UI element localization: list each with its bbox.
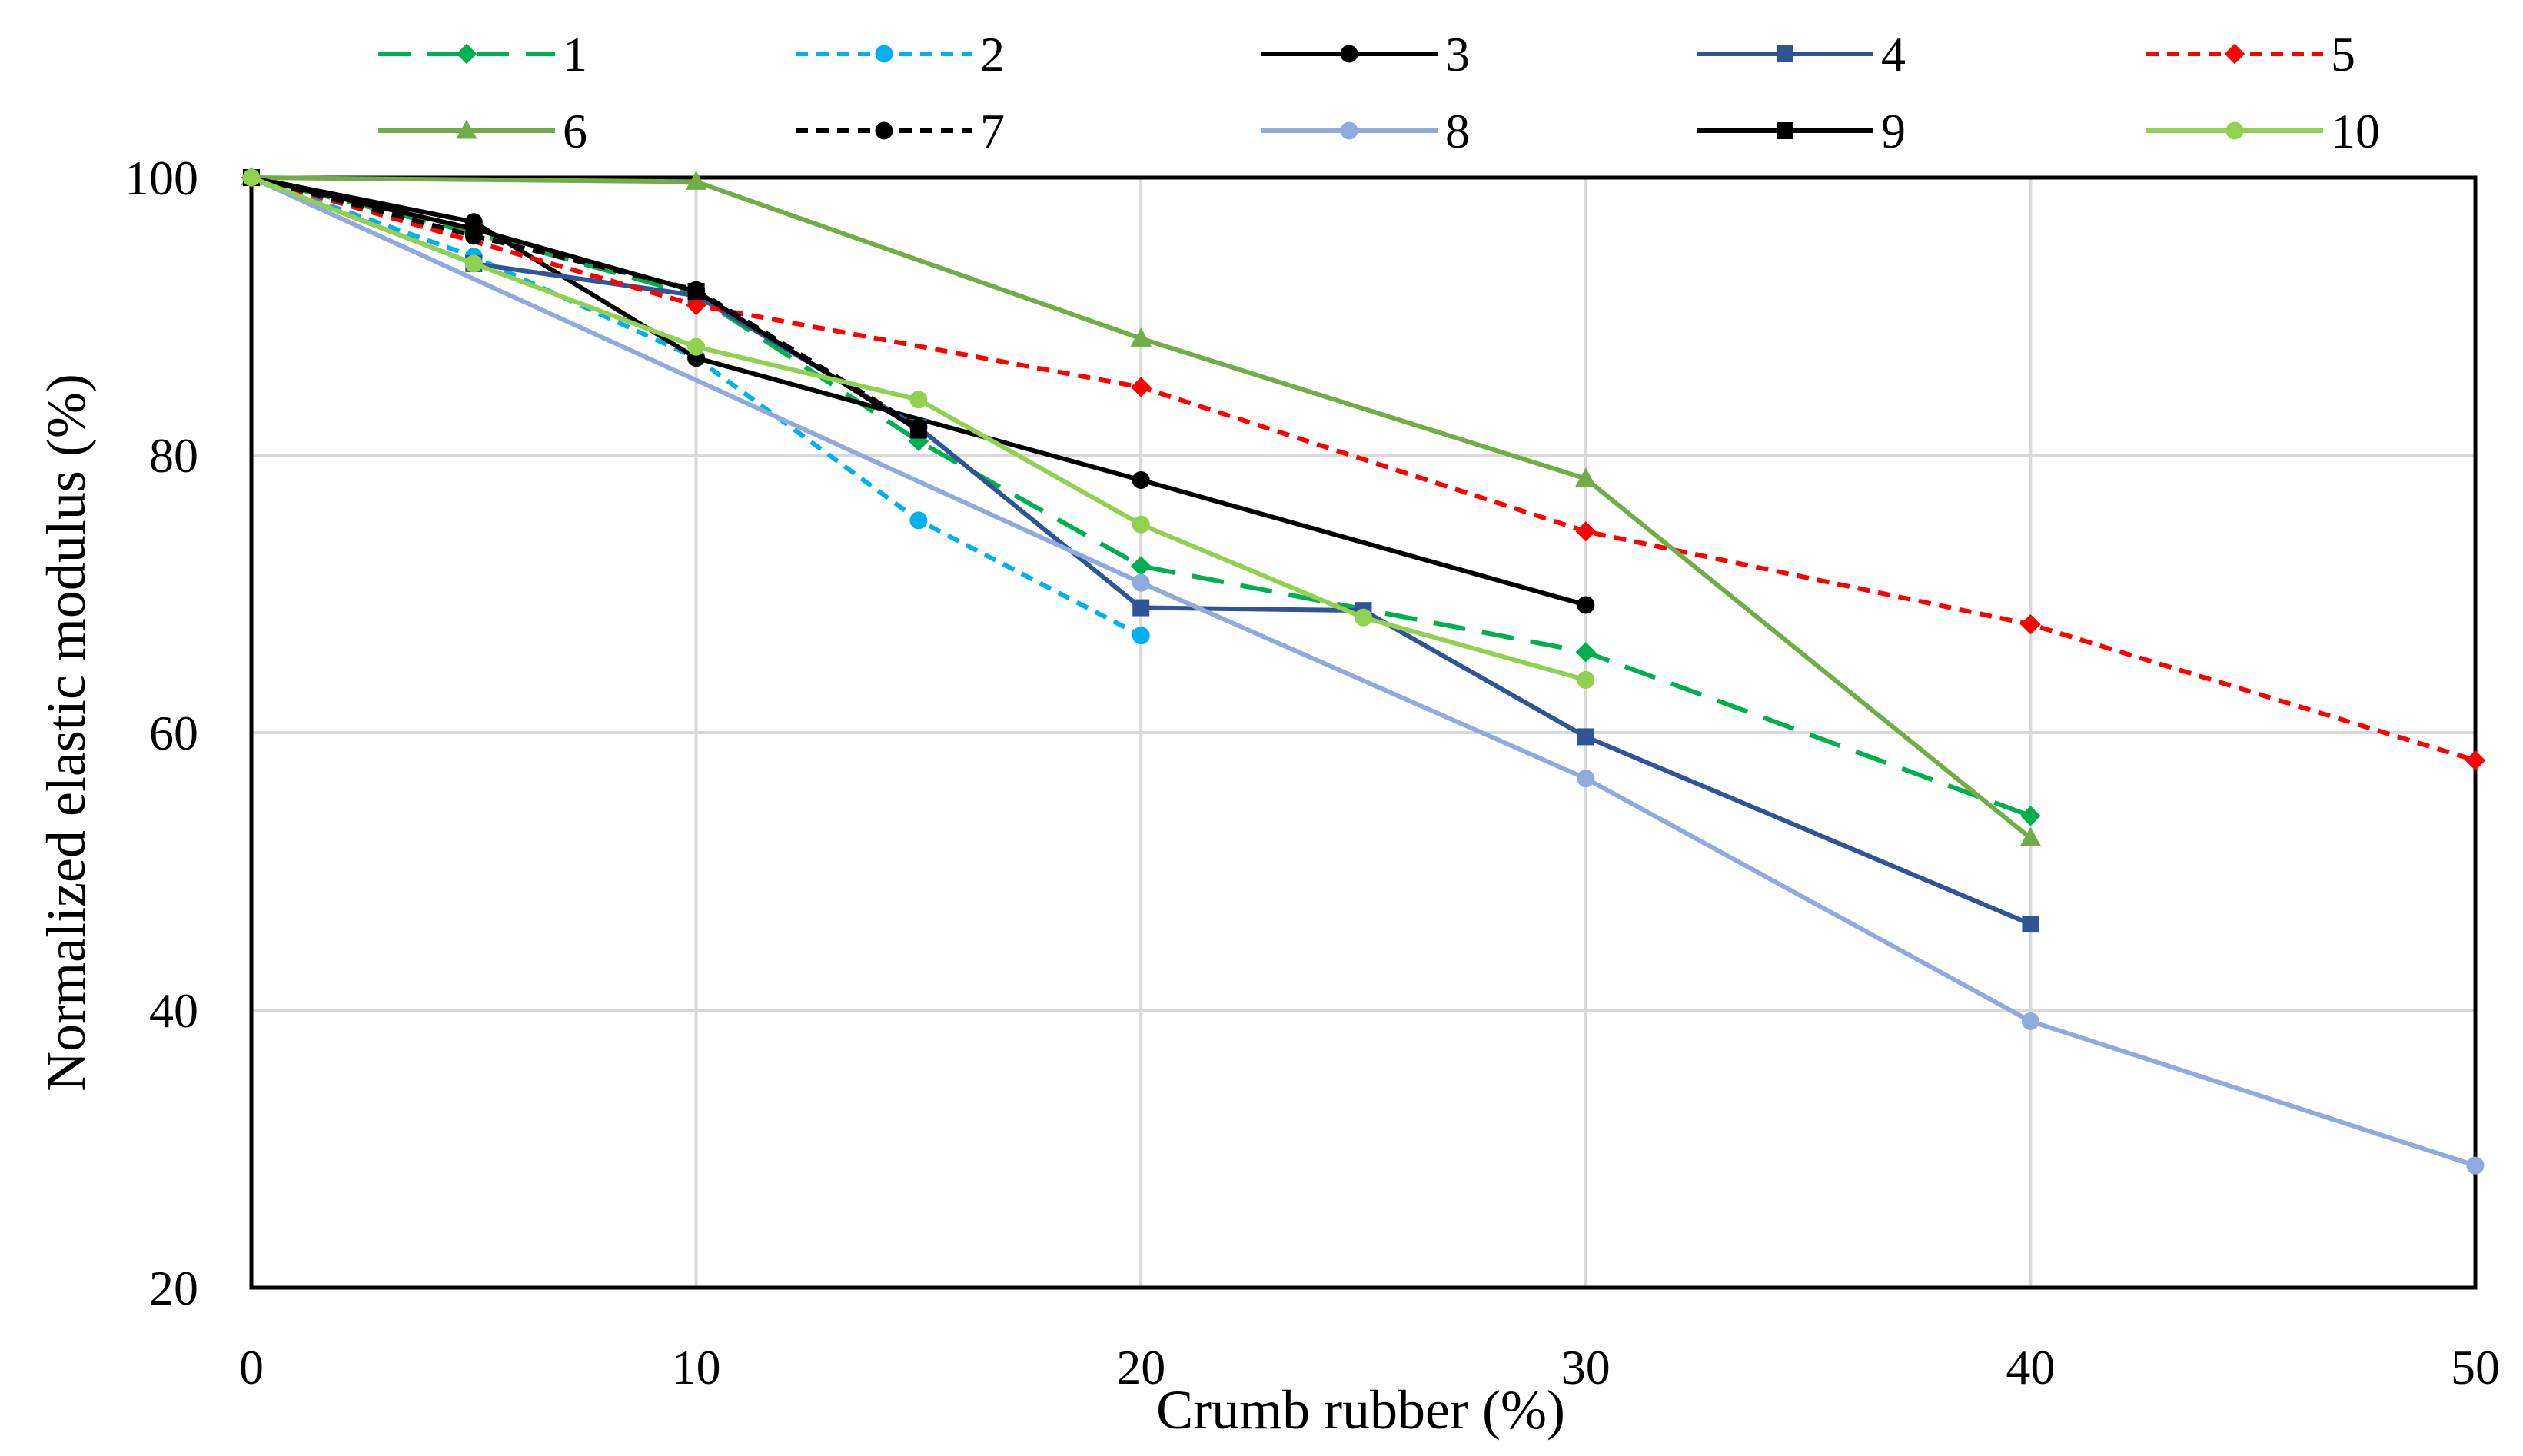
legend-marker [875, 45, 893, 63]
data-point [242, 168, 261, 187]
y-tick-label: 20 [149, 1261, 198, 1315]
data-point [2466, 1156, 2485, 1175]
y-tick-label: 100 [125, 151, 198, 205]
data-point [1132, 515, 1150, 534]
data-point [1131, 556, 1152, 577]
legend-label: 8 [1445, 104, 1470, 158]
data-point [687, 283, 705, 301]
legend-label: 1 [563, 27, 587, 81]
series-line-5 [251, 175, 2476, 763]
legend-item-8: 8 [1261, 104, 1470, 158]
data-point [2020, 806, 2041, 826]
x-tick-label: 40 [2006, 1340, 2055, 1395]
x-axis-ticks: 0 10 20 30 40 50 [239, 1340, 2500, 1395]
data-point [2019, 826, 2042, 846]
legend-label: 10 [2331, 104, 2380, 158]
legend-item-6: 6 [378, 104, 587, 158]
data-point [1577, 596, 1595, 614]
y-axis-ticks: 20 40 60 80 100 [125, 151, 198, 1315]
y-axis-title: Normalized elastic modulus (%) [35, 374, 97, 1092]
data-point [2020, 614, 2041, 635]
legend-marker [1340, 121, 1358, 140]
legend-marker [2224, 43, 2245, 65]
data-point [2465, 750, 2486, 771]
data-point [1575, 642, 1596, 663]
legend: 1 2 3 4 5 6 7 8 9 10 [378, 27, 2380, 158]
legend-marker [875, 121, 893, 140]
legend-item-1: 1 [378, 27, 587, 81]
legend-item-4: 4 [1697, 27, 1906, 81]
legend-item-10: 10 [2146, 104, 2380, 158]
data-point [1132, 599, 1150, 617]
data-point [1132, 573, 1150, 592]
legend-item-7: 7 [796, 104, 1005, 158]
legend-item-5: 5 [2146, 27, 2355, 81]
legend-item-9: 9 [1697, 104, 1906, 158]
legend-label: 6 [563, 104, 587, 158]
data-point [687, 337, 706, 356]
y-tick-label: 80 [149, 428, 198, 483]
legend-marker [2225, 121, 2244, 140]
legend-label: 3 [1445, 27, 1470, 81]
legend-marker [1777, 45, 1793, 62]
legend-item-2: 2 [796, 27, 1005, 81]
series-lines [241, 166, 2486, 1175]
data-point [2022, 916, 2039, 933]
data-point [1577, 728, 1594, 746]
series-10 [242, 168, 1595, 689]
data-point [1577, 770, 1595, 788]
legend-label: 9 [1881, 104, 1906, 158]
legend-label: 2 [980, 27, 1005, 81]
legend-label: 7 [980, 104, 1005, 158]
data-point [1575, 467, 1597, 487]
legend-marker [1340, 45, 1358, 63]
legend-marker [456, 43, 477, 65]
data-point [909, 391, 928, 409]
y-tick-label: 40 [149, 983, 198, 1038]
data-point [1132, 470, 1150, 489]
plot-area-frame [249, 175, 2478, 1290]
legend-marker [1777, 122, 1793, 139]
legend-item-3: 3 [1261, 27, 1470, 81]
data-point [909, 421, 927, 439]
data-point [2021, 1012, 2039, 1030]
data-point [908, 430, 929, 452]
x-tick-label: 30 [1561, 1340, 1611, 1395]
data-point [685, 171, 707, 190]
data-point [1355, 608, 1372, 627]
series-line-9 [251, 175, 920, 433]
series-line-4 [250, 175, 2032, 926]
x-tick-label: 20 [1116, 1340, 1165, 1395]
data-point [686, 294, 706, 316]
data-point [464, 254, 483, 273]
data-point [1130, 327, 1152, 347]
legend-marker [456, 119, 477, 139]
x-axis-title: Crumb rubber (%) [1156, 1379, 1565, 1441]
x-tick-label: 50 [2451, 1340, 2500, 1395]
y-tick-label: 60 [149, 706, 198, 760]
x-tick-label: 0 [239, 1340, 264, 1395]
data-point [1575, 521, 1596, 542]
data-point [1131, 377, 1152, 397]
data-point [465, 220, 483, 238]
legend-label: 5 [2331, 27, 2355, 81]
data-point [1132, 627, 1150, 645]
grid-lines [251, 178, 2475, 1288]
legend-label: 4 [1881, 27, 1906, 81]
x-tick-label: 10 [672, 1340, 721, 1395]
data-point [1577, 670, 1595, 689]
data-point [909, 511, 928, 530]
